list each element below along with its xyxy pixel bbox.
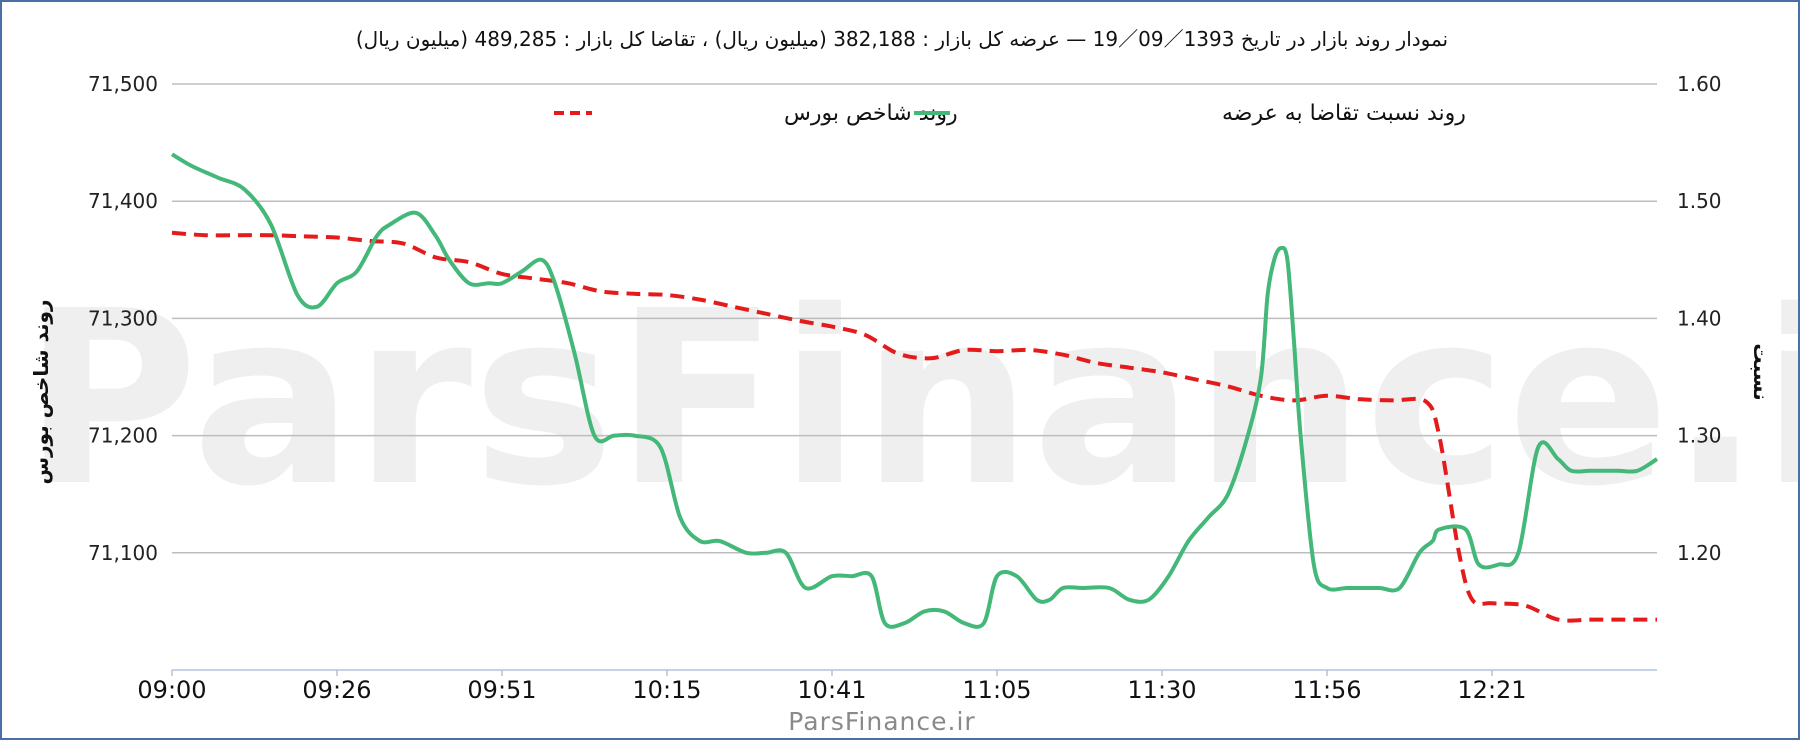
x-tick-label: 11:30	[1127, 676, 1196, 704]
right-tick-label: 1.50	[1677, 189, 1722, 213]
right-tick-label: 1.30	[1677, 424, 1722, 448]
x-tick-label: 09:00	[137, 676, 206, 704]
x-tick-label: 09:26	[302, 676, 371, 704]
x-tick-label: 12:21	[1457, 676, 1526, 704]
legend-label-ratio: روند نسبت تقاضا به عرضه	[1222, 101, 1466, 126]
chart-title: نمودار روند بازار در تاریخ 19／09／1393 — …	[356, 27, 1448, 51]
left-axis-ticks: 71,500 71,400 71,300 71,200 71,100	[88, 72, 158, 565]
series-line-ratio	[170, 152, 1659, 629]
legend: روند شاخص بورس روند نسبت تقاضا به عرضه	[554, 101, 1466, 126]
right-tick-label: 1.20	[1677, 541, 1722, 565]
x-axis-ticks: 09:00 09:26 09:51 10:15 10:41 11:05 11:30 11:56…	[137, 670, 1527, 704]
series-lines	[170, 152, 1659, 629]
legend-item-ratio: روند نسبت تقاضا به عرضه	[914, 101, 1466, 126]
series-line-index	[171, 230, 1658, 623]
x-tick-label: 10:15	[632, 676, 701, 704]
left-tick-label: 71,200	[88, 424, 158, 448]
left-tick-label: 71,100	[88, 541, 158, 565]
x-tick-label: 10:41	[797, 676, 866, 704]
legend-item-index: روند شاخص بورس	[554, 101, 958, 126]
left-tick-label: 71,400	[88, 189, 158, 213]
right-axis-title: نسبت	[1749, 343, 1773, 400]
x-tick-label: 11:56	[1292, 676, 1361, 704]
left-tick-label: 71,500	[88, 72, 158, 96]
right-tick-label: 1.40	[1677, 306, 1722, 330]
right-tick-label: 1.60	[1677, 72, 1722, 96]
watermark-text: ParsFinance.ir	[22, 259, 1798, 539]
watermark: ParsFinance.ir	[22, 259, 1800, 539]
left-tick-label: 71,300	[88, 306, 158, 330]
gridlines	[172, 83, 1657, 671]
x-tick-label: 11:05	[962, 676, 1031, 704]
left-axis-title: روند شاخص بورس	[29, 300, 53, 485]
x-tick-label: 09:51	[467, 676, 536, 704]
source-label: ParsFinance.ir	[788, 707, 975, 736]
right-axis-ticks: 1.60 1.50 1.40 1.30 1.20	[1677, 72, 1722, 565]
